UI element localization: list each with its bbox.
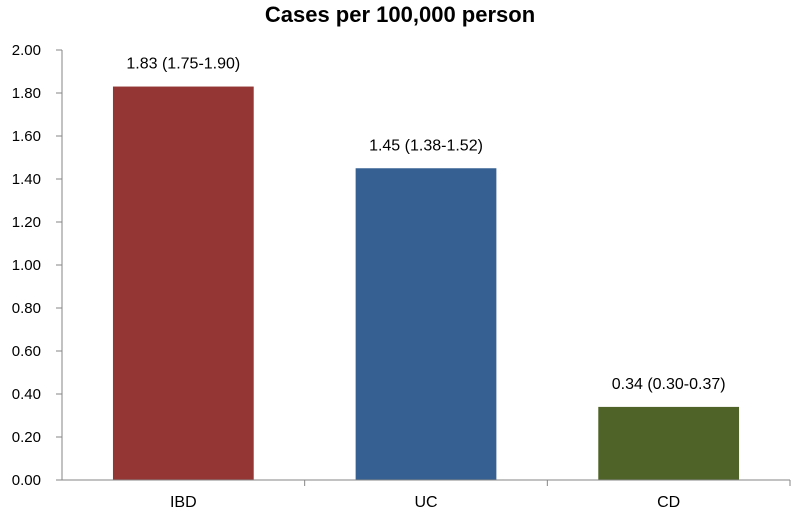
y-tick-label: 1.20 [12,214,41,231]
chart-title: Cases per 100,000 person [265,2,535,27]
data-label-uc: 1.45 (1.38-1.52) [369,137,483,154]
y-tick-label: 1.00 [12,257,41,274]
x-tick-label-ibd: IBD [170,494,197,511]
y-tick-label: 1.40 [12,171,41,188]
x-tick-label-cd: CD [657,494,680,511]
bar-cd [598,406,740,480]
y-tick-label: 0.80 [12,300,41,317]
y-tick-label: 0.60 [12,343,41,360]
y-tick-label: 1.80 [12,85,41,102]
y-tick-label: 2.00 [12,42,41,59]
y-tick-label: 0.00 [12,472,41,489]
y-axis: 0.00 0.20 0.40 0.60 0.80 1.00 1.20 1.40 1.60 1.80… [12,42,63,489]
y-tick-label: 0.20 [12,429,41,446]
bars: 1.83 (1.75-1.90) 1.45 (1.38-1.52) 0.34 (0.… [112,56,740,481]
y-tick-label: 1.60 [12,128,41,145]
data-label-cd: 0.34 (0.30-0.37) [612,376,726,393]
bar-ibd [112,86,254,481]
data-label-ibd: 1.83 (1.75-1.90) [126,56,240,73]
x-axis: IBD UC CD [62,479,791,511]
x-tick-label-uc: UC [414,494,437,511]
y-tick-label: 0.40 [12,386,41,403]
bar-uc [355,168,497,480]
